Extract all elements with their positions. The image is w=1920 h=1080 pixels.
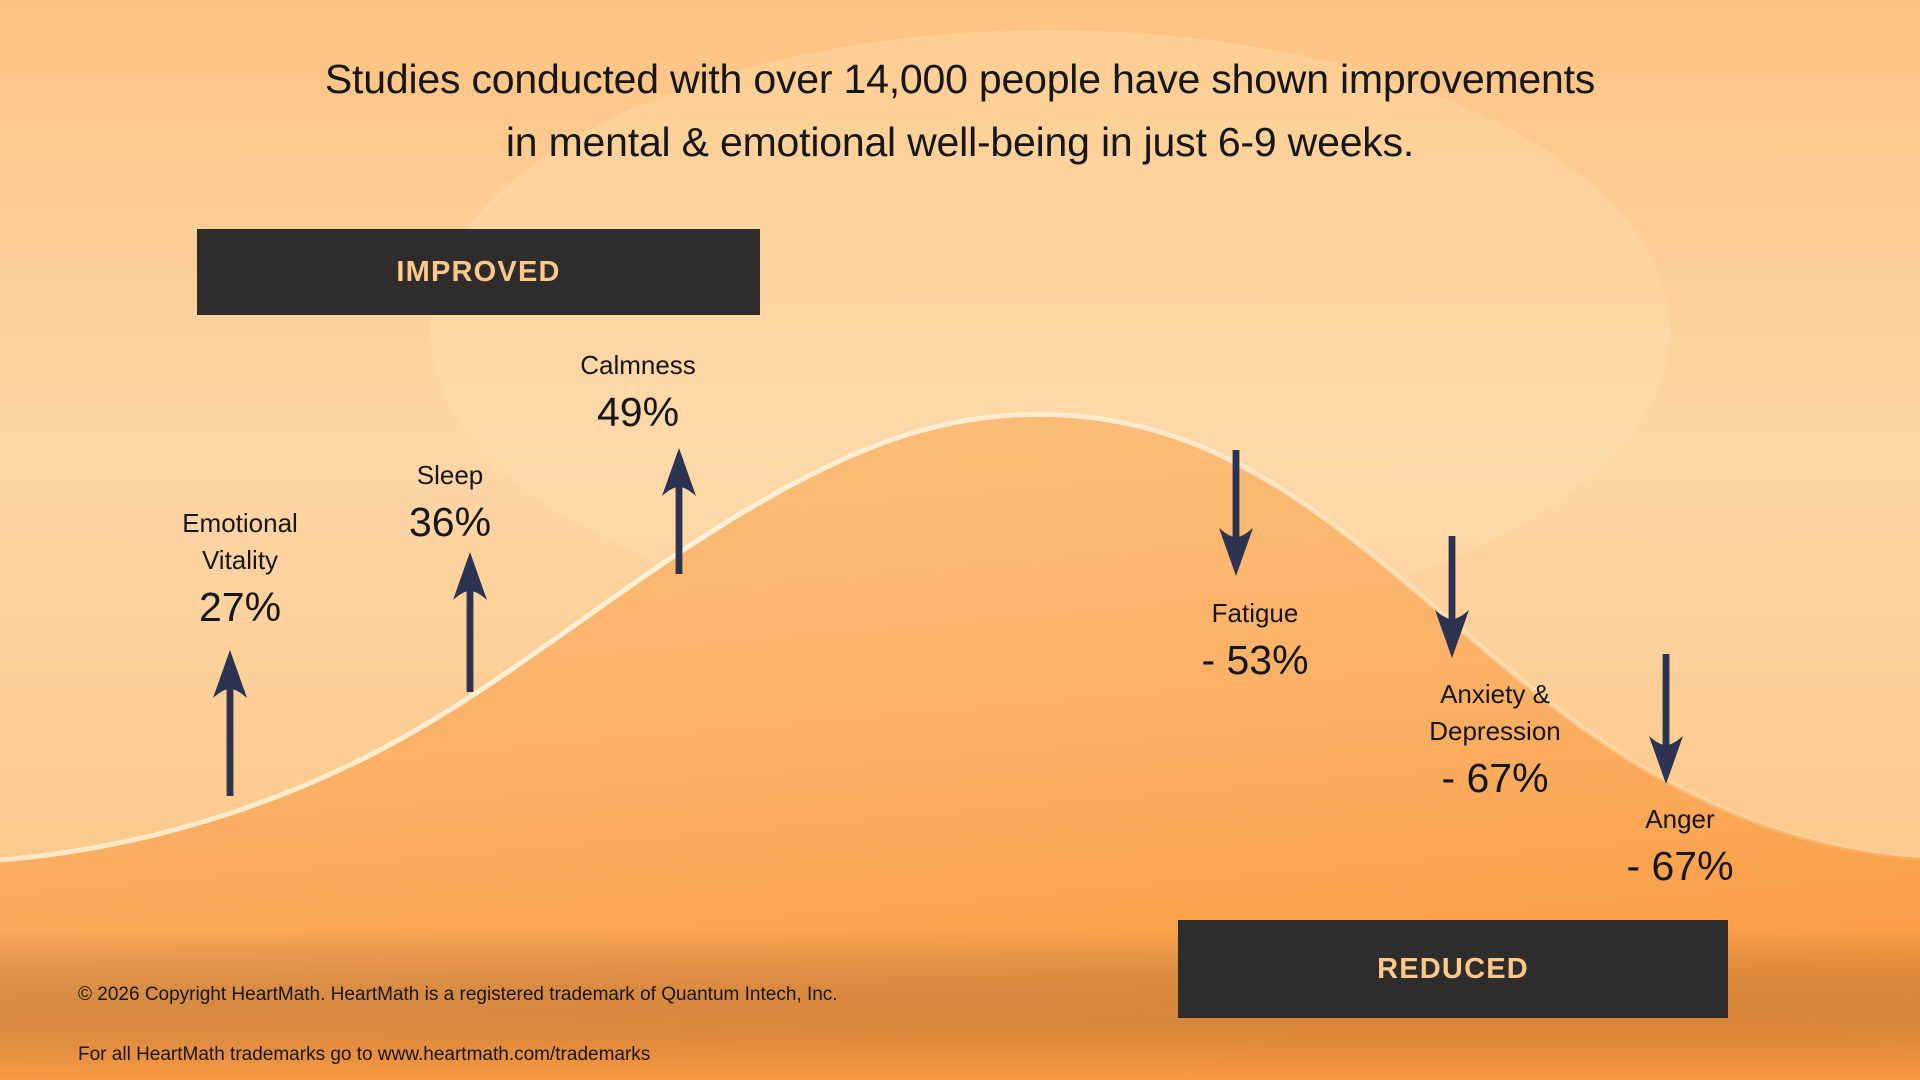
metric-anxiety-depression: Anxiety & Depression - 67%: [1360, 676, 1630, 804]
metric-label: Anger: [1645, 804, 1715, 834]
title-line-1: Studies conducted with over 14,000 peopl…: [324, 56, 1596, 102]
copyright-footer: © 2026 Copyright HeartMath. HeartMath is…: [78, 950, 838, 1080]
up-arrow-calmness: [661, 446, 697, 574]
metric-label: Fatigue: [1211, 598, 1299, 628]
metric-emotional-vitality: Emotional Vitality 27%: [140, 505, 340, 633]
down-arrow-anger: [1648, 654, 1684, 786]
up-arrow-emotional-vitality: [212, 648, 248, 796]
reduced-badge: REDUCED: [1178, 920, 1728, 1018]
metric-label: Anxiety & Depression: [1429, 679, 1561, 746]
page-title: Studies conducted with over 14,000 peopl…: [0, 48, 1920, 174]
down-arrow-fatigue: [1218, 450, 1254, 578]
metric-label: Emotional Vitality: [182, 508, 298, 575]
metric-fatigue: Fatigue - 53%: [1130, 595, 1380, 686]
up-arrow-sleep: [452, 550, 488, 692]
metric-value: 36%: [408, 499, 492, 545]
metric-label: Sleep: [416, 460, 484, 490]
improved-badge: IMPROVED: [197, 229, 760, 315]
title-line-2: in mental & emotional well-being in just…: [505, 119, 1415, 165]
metric-value: - 67%: [1626, 843, 1734, 889]
metric-value: - 53%: [1201, 637, 1309, 683]
metric-calmness: Calmness 49%: [528, 347, 748, 438]
metric-value: 49%: [596, 389, 680, 435]
down-arrow-anxiety-depression: [1434, 536, 1470, 660]
reduced-badge-label: REDUCED: [1377, 952, 1529, 985]
metric-value: 27%: [198, 584, 282, 630]
footer-line-2: For all HeartMath trademarks go to www.h…: [78, 1044, 651, 1065]
metric-value: - 67%: [1441, 755, 1549, 801]
metric-anger: Anger - 67%: [1555, 801, 1805, 892]
footer-line-1: © 2026 Copyright HeartMath. HeartMath is…: [78, 984, 838, 1005]
metric-sleep: Sleep 36%: [350, 457, 550, 548]
improved-badge-label: IMPROVED: [396, 255, 561, 288]
metric-label: Calmness: [580, 350, 696, 380]
